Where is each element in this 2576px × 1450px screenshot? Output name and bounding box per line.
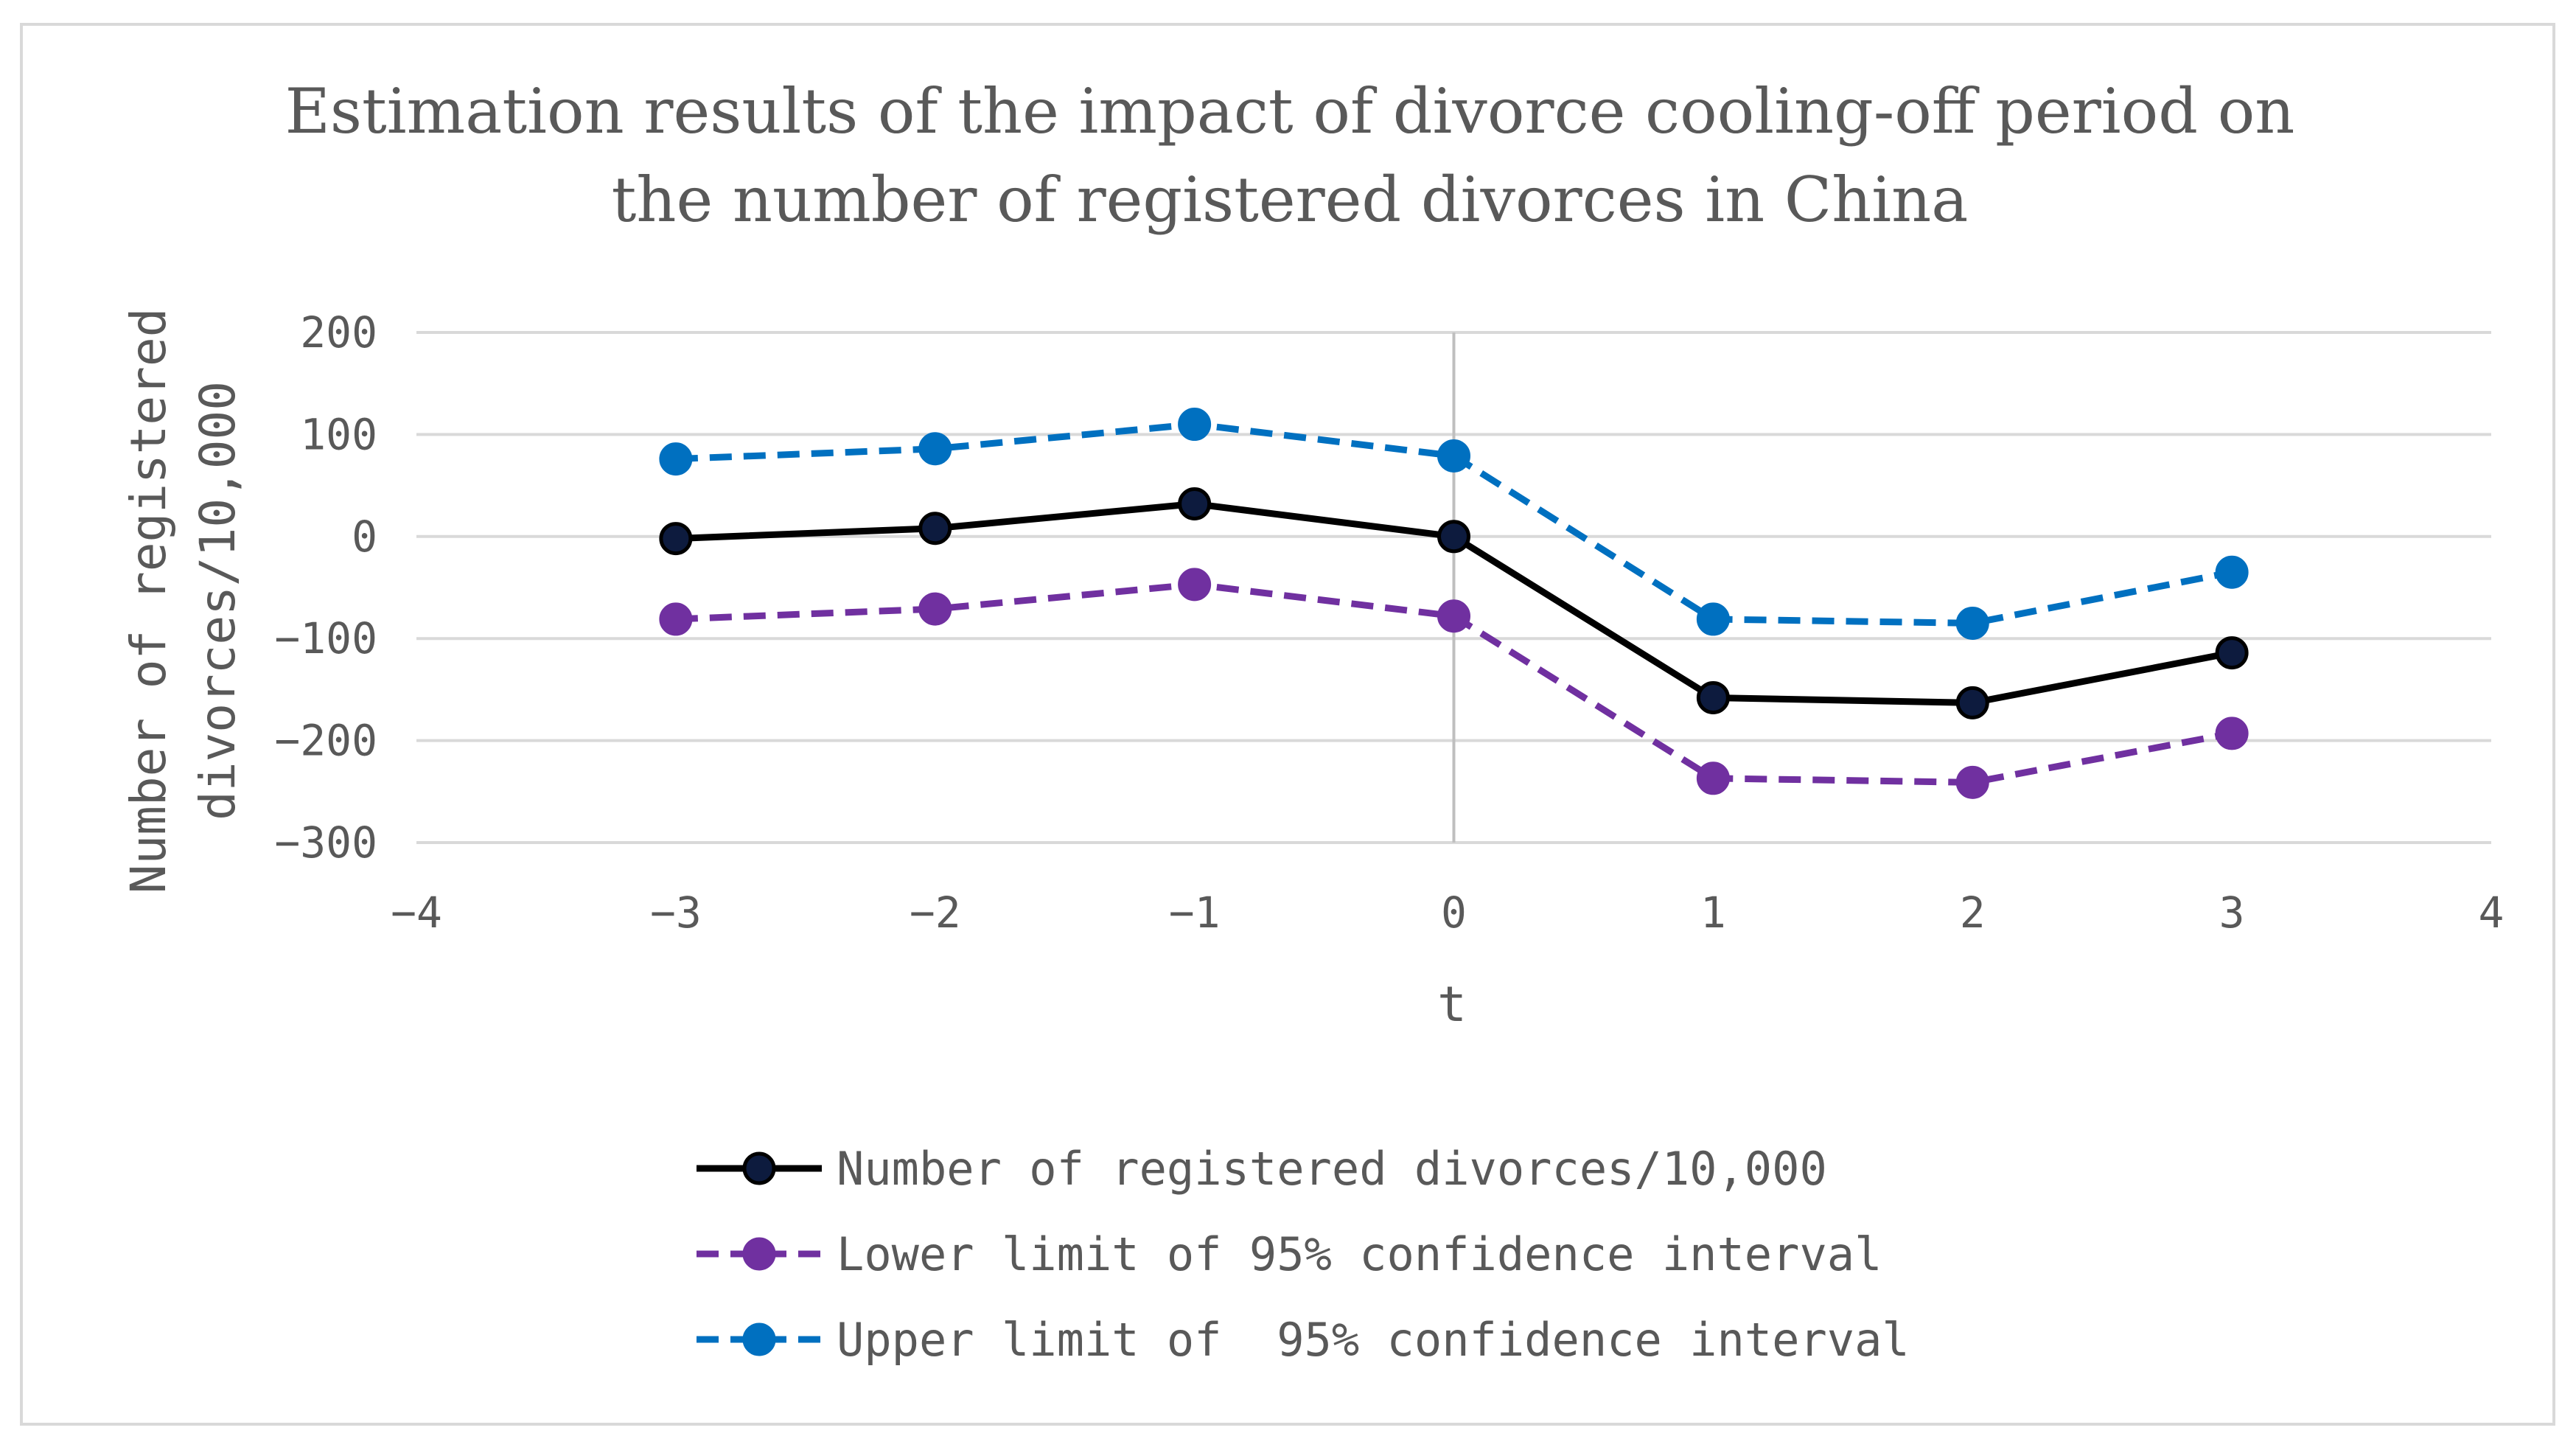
series-2-point [1178,408,1212,442]
series-1-point [2215,717,2249,750]
legend-label: Upper limit of 95% confidence interval [837,1313,1910,1367]
chart-title-line-1: Estimation results of the impact of divo… [285,75,2295,147]
series-0-point [1178,487,1212,521]
x-axis-title: t [1437,976,1467,1033]
series-2-point [659,442,693,476]
x-tick-label: −1 [1169,888,1221,938]
x-tick-label: 4 [2479,888,2505,938]
chart-title-line-2: the number of registered divorces in Chi… [612,164,1969,236]
tick-labels: 200 100 0 −100 −200 −300 −4 −3 −2 −1 0 1 2 3 4 [274,307,2504,938]
series-0-point [2215,636,2249,670]
series-1-point [1178,568,1212,602]
legend-swatch-marker [742,1151,776,1185]
series [659,408,2249,799]
series-1-point [1437,599,1470,633]
x-tick-label: −3 [650,888,702,938]
y-axis-title-line-2: divorces/10,000 [189,381,246,820]
x-tick-label: 0 [1441,888,1467,938]
x-tick-label: −2 [910,888,961,938]
series-0-point [1437,520,1470,554]
series-1-point [1955,765,1989,799]
series-0-point [1696,680,1730,714]
series-0-point [918,512,952,546]
y-tick-label: −200 [274,716,377,766]
series-0-point [659,522,693,556]
legend-label: Number of registered divorces/10,000 [837,1142,1827,1196]
y-tick-label: 100 [300,409,377,459]
legend: Number of registered divorces/10,000 Lowe… [697,1142,1910,1367]
x-tick-label: −4 [391,888,442,938]
y-tick-label: −100 [274,613,377,663]
legend-swatch-marker [742,1322,776,1356]
series-1-point [918,592,952,626]
y-tick-label: 200 [300,307,377,358]
series-1-point [659,602,693,636]
x-tick-label: 2 [1960,888,1986,938]
series-2-point [1437,439,1470,473]
series-2-point [1696,602,1730,636]
series-2-point [918,432,952,466]
y-tick-label: 0 [352,512,377,562]
series-2-point [2215,555,2249,589]
series-2-point [1955,606,1989,640]
chart-frame [20,23,2555,1426]
x-tick-label: 3 [2219,888,2245,938]
legend-label: Lower limit of 95% confidence interval [837,1227,1882,1281]
y-axis-title-line-1: Number of registered [120,308,177,894]
legend-swatch-marker [742,1237,776,1271]
x-tick-label: 1 [1700,888,1726,938]
series-1-point [1696,761,1730,795]
series-0-point [1955,686,1989,719]
y-tick-label: −300 [274,818,377,868]
